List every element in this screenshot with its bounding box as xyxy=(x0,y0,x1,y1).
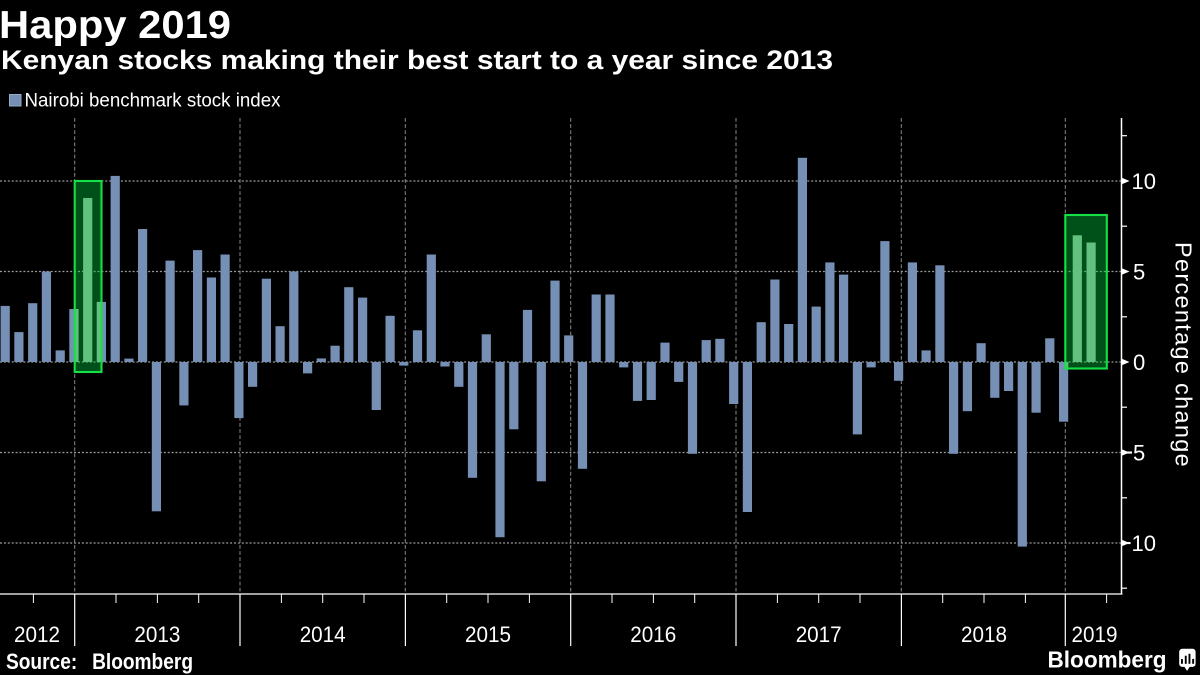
svg-text:2014: 2014 xyxy=(300,622,346,647)
svg-text:Nairobi benchmark stock index: Nairobi benchmark stock index xyxy=(25,91,281,112)
svg-text:Source: Bloomberg: Source: Bloomberg xyxy=(6,649,193,674)
svg-text:Happy 2019: Happy 2019 xyxy=(0,4,231,47)
svg-text:2015: 2015 xyxy=(465,622,511,647)
svg-text:2012: 2012 xyxy=(14,622,60,647)
svg-text:2016: 2016 xyxy=(630,622,676,647)
svg-text:10: 10 xyxy=(1132,531,1156,556)
svg-text:Percentage change: Percentage change xyxy=(1171,242,1197,468)
svg-text:2017: 2017 xyxy=(796,622,842,647)
svg-text:2018: 2018 xyxy=(961,622,1007,647)
svg-text:5: 5 xyxy=(1133,259,1145,284)
svg-text:Kenyan stocks making their bes: Kenyan stocks making their best start to… xyxy=(1,45,833,75)
svg-text:2019: 2019 xyxy=(1072,622,1118,647)
svg-text:Bloomberg: Bloomberg xyxy=(1048,647,1167,673)
svg-text:0: 0 xyxy=(1133,350,1145,375)
svg-text:2013: 2013 xyxy=(134,622,180,647)
svg-text:10: 10 xyxy=(1132,169,1156,194)
svg-text:5: 5 xyxy=(1133,440,1145,465)
